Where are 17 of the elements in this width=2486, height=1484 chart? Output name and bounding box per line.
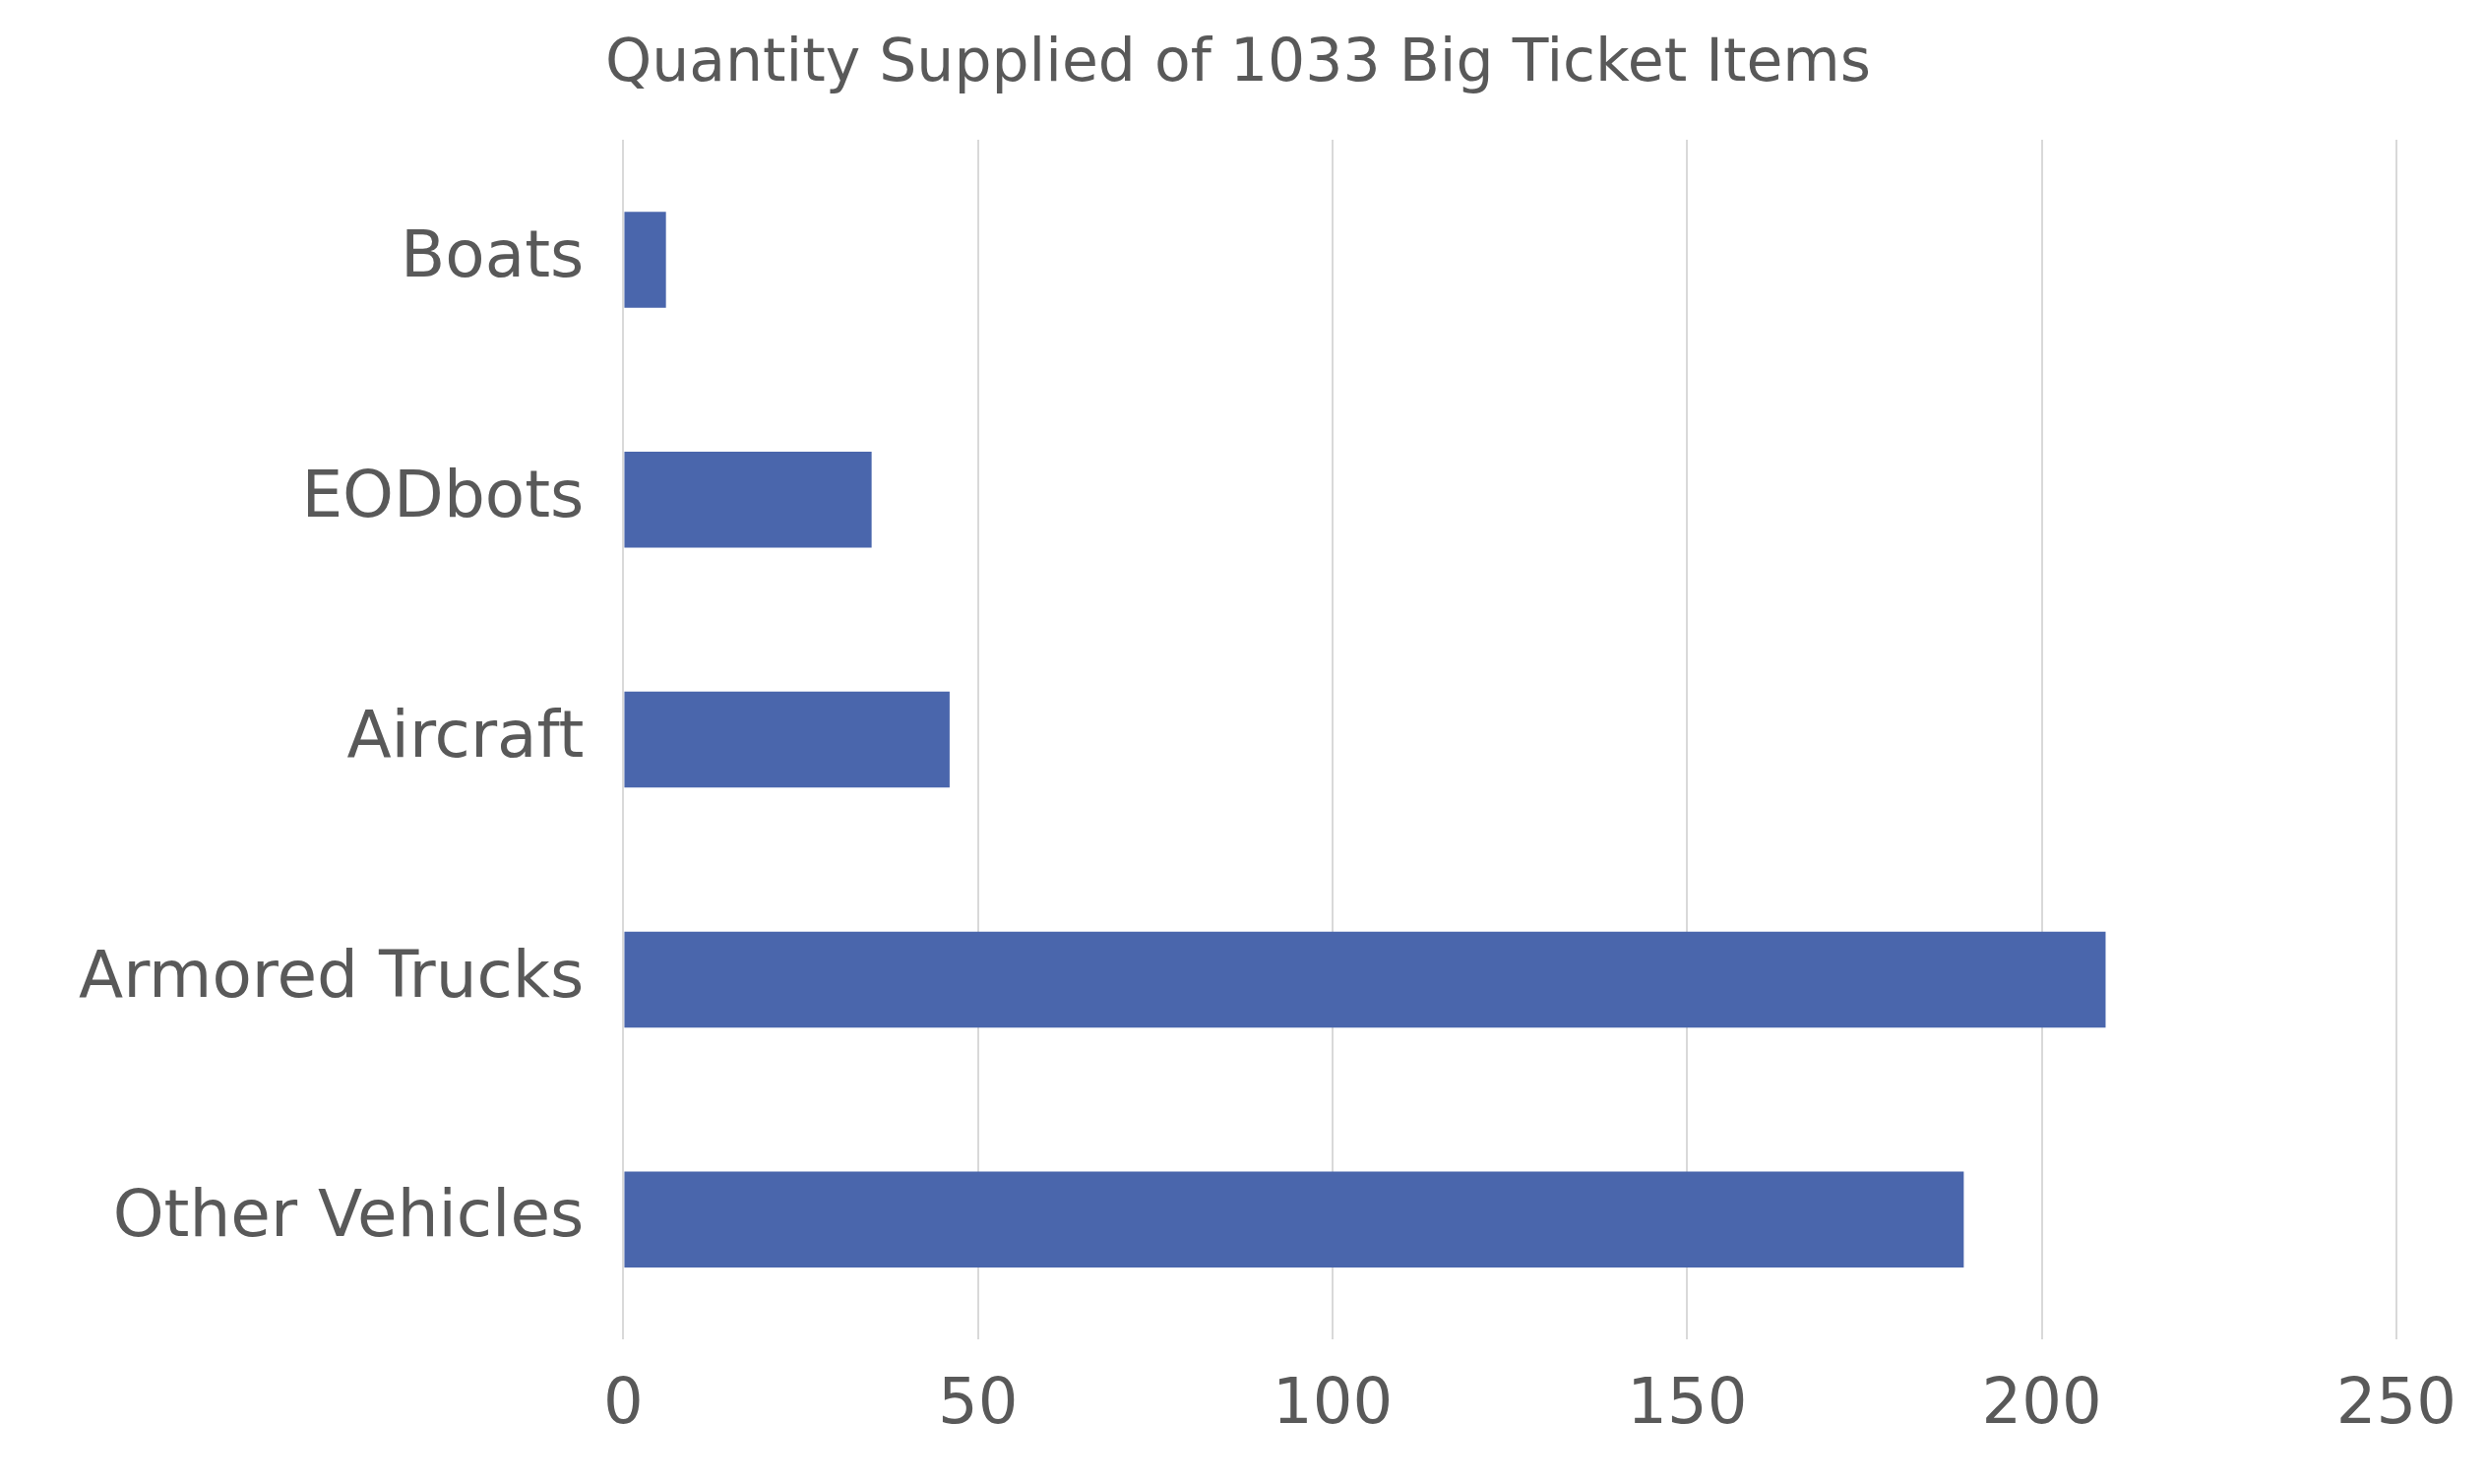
bar bbox=[624, 691, 950, 788]
x-tick-label: 200 bbox=[1981, 1365, 2102, 1439]
x-tick-label: 100 bbox=[1272, 1365, 1394, 1439]
x-tick-label: 0 bbox=[603, 1365, 644, 1439]
x-tick-label: 50 bbox=[938, 1365, 1019, 1439]
x-tick-label: 150 bbox=[1627, 1365, 1748, 1439]
bar bbox=[624, 1171, 1964, 1268]
y-tick-label: EODbots bbox=[301, 456, 585, 532]
y-tick-label: Aircraft bbox=[346, 696, 585, 773]
y-tick-label: Boats bbox=[401, 216, 585, 293]
bar bbox=[624, 212, 666, 308]
bar bbox=[624, 451, 872, 548]
y-tick-label: Other Vehicles bbox=[112, 1176, 585, 1253]
chart-title: Quantity Supplied of 1033 Big Ticket Items bbox=[604, 25, 1872, 94]
bar bbox=[624, 931, 2106, 1028]
y-tick-label: Armored Trucks bbox=[79, 936, 585, 1013]
x-tick-label: 250 bbox=[2335, 1365, 2456, 1439]
